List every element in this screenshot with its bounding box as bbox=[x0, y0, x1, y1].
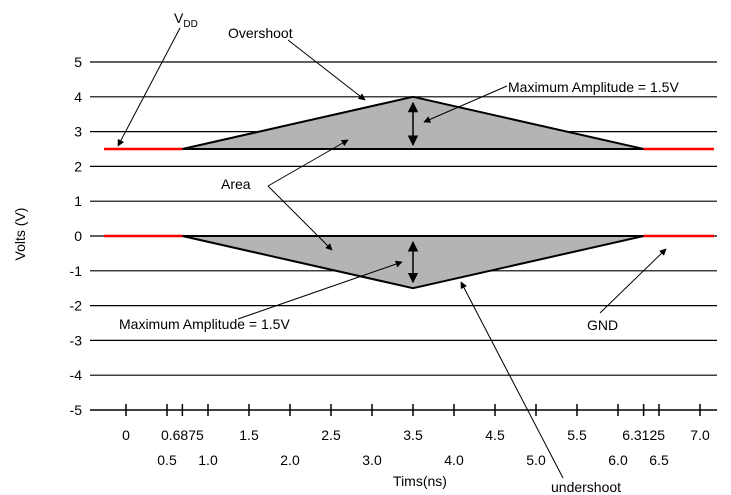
area-label: Area bbox=[221, 176, 251, 192]
y-tick-label: -5 bbox=[70, 402, 83, 418]
x-tick-label: 5.5 bbox=[567, 427, 587, 443]
x-axis-tick-labels-row2: 0.5 1.0 2.0 3.0 4.0 5.0 6.0 6.5 bbox=[157, 452, 669, 468]
callout-pointers bbox=[117, 27, 667, 479]
area-pointer-bottom bbox=[267, 185, 333, 251]
y-tick-label: -3 bbox=[70, 332, 83, 348]
max-amplitude-bottom-label: Maximum Amplitude = 1.5V bbox=[119, 316, 290, 332]
x-tick-label: 3.5 bbox=[403, 427, 423, 443]
x-axis-tick-labels-row1: 0 0.6875 1.5 2.5 3.5 4.5 5.5 6.3125 7.0 bbox=[122, 427, 710, 443]
x-tick-label: 4.5 bbox=[485, 427, 505, 443]
gnd-pointer bbox=[599, 248, 667, 314]
undershoot-pointer bbox=[460, 281, 564, 479]
x-tick-label: 1.5 bbox=[239, 427, 259, 443]
max-amp-top-pointer bbox=[423, 85, 508, 123]
y-tick-label: 1 bbox=[74, 193, 82, 209]
vdd-label: VDD bbox=[174, 10, 198, 30]
overshoot-pointer bbox=[287, 39, 366, 101]
max-amp-bottom-pointer bbox=[237, 260, 403, 320]
x-tick-label: 5.0 bbox=[526, 452, 546, 468]
x-tick-label: 0.6875 bbox=[161, 427, 204, 443]
x-tick-label: 1.0 bbox=[198, 452, 218, 468]
x-tick-label: 2.0 bbox=[280, 452, 300, 468]
x-tick-label: 0 bbox=[122, 427, 130, 443]
y-tick-label: -1 bbox=[70, 263, 83, 279]
gnd-label: GND bbox=[587, 317, 618, 333]
x-tick-label: 0.5 bbox=[157, 452, 177, 468]
y-tick-label: 5 bbox=[74, 54, 82, 70]
x-axis-ticks bbox=[125, 404, 701, 416]
y-tick-label: 0 bbox=[74, 228, 82, 244]
x-tick-label: 4.0 bbox=[444, 452, 464, 468]
y-tick-label: -2 bbox=[70, 298, 83, 314]
undershoot-label: undershoot bbox=[551, 479, 621, 495]
y-tick-label: 4 bbox=[74, 89, 82, 105]
area-pointer-top bbox=[267, 139, 349, 187]
overshoot-label: Overshoot bbox=[228, 25, 293, 41]
y-tick-label: 2 bbox=[74, 158, 82, 174]
y-axis-title: Volts (V) bbox=[12, 208, 28, 261]
x-tick-label: 6.3125 bbox=[622, 427, 665, 443]
max-amplitude-top-label: Maximum Amplitude = 1.5V bbox=[508, 79, 679, 95]
x-axis-title: Tims(ns) bbox=[393, 473, 447, 489]
x-tick-label: 3.0 bbox=[362, 452, 382, 468]
x-tick-label: 6.0 bbox=[608, 452, 628, 468]
y-axis-tick-labels: 5 4 3 2 1 0 -1 -2 -3 -4 -5 bbox=[70, 54, 83, 418]
x-tick-label: 2.5 bbox=[321, 427, 341, 443]
y-tick-label: 3 bbox=[74, 124, 82, 140]
y-tick-label: -4 bbox=[70, 367, 83, 383]
vdd-pointer bbox=[117, 27, 181, 147]
x-tick-label: 6.5 bbox=[649, 452, 669, 468]
x-tick-label: 7.0 bbox=[690, 427, 710, 443]
